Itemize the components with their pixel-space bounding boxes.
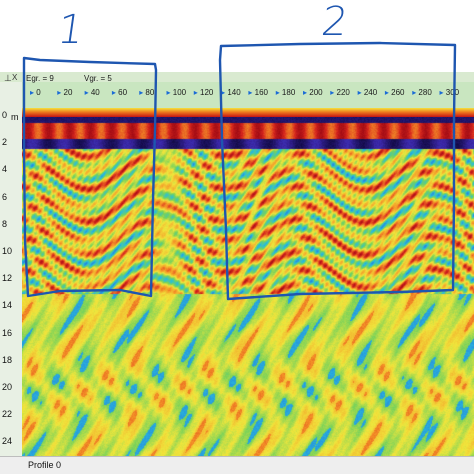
depth-tick-label: 12 bbox=[2, 273, 13, 284]
tick-arrow-icon: ▸ bbox=[221, 88, 226, 97]
distance-tick-label: ▸ 60 bbox=[112, 88, 127, 97]
distance-tick-label: ▸ 220 bbox=[330, 88, 350, 97]
distance-tick-text: 40 bbox=[88, 88, 100, 97]
close-icon[interactable]: X bbox=[12, 73, 18, 82]
annotation-box-zone-2 bbox=[218, 41, 457, 301]
depth-tick-label: 16 bbox=[2, 327, 13, 338]
depth-tick-label: 20 bbox=[2, 382, 13, 392]
distance-tick-label: ▸ 80 bbox=[139, 88, 154, 97]
tick-arrow-icon: ▸ bbox=[412, 88, 417, 97]
tick-arrow-icon: ▸ bbox=[57, 88, 62, 97]
tick-arrow-icon: ▸ bbox=[275, 88, 280, 97]
tick-arrow-icon: ▸ bbox=[439, 88, 444, 97]
distance-tick-label: ▸ 100 bbox=[167, 88, 187, 97]
distance-tick-text: 20 bbox=[61, 88, 73, 97]
distance-tick-text: 120 bbox=[197, 88, 214, 97]
gain-label: Egr. = 9 bbox=[26, 74, 54, 83]
distance-tick-label: ▸ 120 bbox=[194, 88, 214, 97]
distance-tick-text: 300 bbox=[443, 88, 460, 97]
depth-tick-label: 6 bbox=[2, 191, 8, 202]
depth-tick-label: 22 bbox=[2, 409, 13, 420]
depth-tick-label: 8 bbox=[2, 218, 8, 229]
tick-arrow-icon: ▸ bbox=[166, 88, 171, 97]
tick-arrow-icon: ▸ bbox=[30, 88, 35, 97]
distance-tick-text: 240 bbox=[361, 88, 378, 97]
depth-unit-label: m bbox=[11, 112, 19, 122]
surface-band bbox=[22, 108, 474, 117]
depth-tick-label: 14 bbox=[2, 300, 13, 311]
distance-tick-label: ▸ 20 bbox=[57, 88, 72, 97]
distance-tick-label: ▸ 280 bbox=[412, 88, 432, 97]
distance-tick-label: ▸ 0 bbox=[30, 88, 41, 97]
distance-tick-label: ▸ 200 bbox=[303, 88, 323, 97]
top-margin bbox=[0, 0, 474, 72]
distance-tick-text: 260 bbox=[388, 88, 405, 97]
distance-tick-text: 140 bbox=[225, 88, 241, 97]
distance-tick-label: ▸ 180 bbox=[276, 88, 296, 97]
distance-tick-label: ▸ 300 bbox=[440, 88, 460, 97]
distance-tick-text: 80 bbox=[143, 88, 155, 97]
distance-tick-text: 280 bbox=[416, 88, 432, 97]
depth-tick-label: 2 bbox=[2, 137, 8, 148]
tick-arrow-icon: ▸ bbox=[193, 88, 198, 97]
distance-tick-text: 160 bbox=[252, 88, 268, 97]
annotation-box-zone-1 bbox=[22, 56, 158, 298]
tick-arrow-icon: ▸ bbox=[139, 88, 144, 97]
distance-tick-label: ▸ 260 bbox=[385, 88, 405, 97]
distance-tick-text: 200 bbox=[307, 88, 323, 97]
tick-arrow-icon: ▸ bbox=[303, 88, 308, 97]
distance-tick-label: ▸ 240 bbox=[358, 88, 378, 97]
pin-icon[interactable]: ⊥ bbox=[4, 73, 12, 83]
depth-tick-label: 0 bbox=[2, 110, 8, 120]
vertical-gain-label: Vgr. = 5 bbox=[84, 74, 112, 83]
tick-arrow-icon: ▸ bbox=[330, 88, 335, 97]
tick-arrow-icon: ▸ bbox=[384, 88, 389, 97]
tick-arrow-icon: ▸ bbox=[84, 88, 89, 97]
distance-tick-text: 0 bbox=[34, 88, 41, 97]
tick-arrow-icon: ▸ bbox=[357, 88, 362, 97]
depth-tick-label: 24 bbox=[2, 436, 13, 447]
distance-tick-label: ▸ 160 bbox=[248, 88, 268, 97]
tick-arrow-icon: ▸ bbox=[111, 88, 116, 97]
distance-tick-text: 220 bbox=[334, 88, 350, 97]
distance-tick-text: 180 bbox=[279, 88, 296, 97]
depth-axis-panel: ⊥ X bbox=[0, 73, 22, 456]
distance-tick-label: ▸ 140 bbox=[221, 88, 241, 97]
tick-arrow-icon: ▸ bbox=[248, 88, 253, 97]
distance-tick-text: 60 bbox=[115, 88, 128, 97]
radargram-image[interactable] bbox=[22, 117, 474, 456]
radargram-canvas[interactable] bbox=[22, 117, 474, 456]
toolbar-strip bbox=[0, 72, 474, 82]
depth-tick-label: 18 bbox=[2, 354, 13, 365]
status-bar: Profile 0 bbox=[0, 456, 474, 474]
profile-label: Profile 0 bbox=[28, 460, 62, 470]
distance-tick-label: ▸ 40 bbox=[85, 88, 100, 97]
depth-tick-label: 4 bbox=[2, 164, 8, 175]
depth-tick-label: 10 bbox=[2, 246, 13, 256]
distance-ruler[interactable]: Egr. = 9 Vgr. = 5 bbox=[22, 74, 474, 108]
distance-tick-text: 100 bbox=[170, 88, 187, 97]
